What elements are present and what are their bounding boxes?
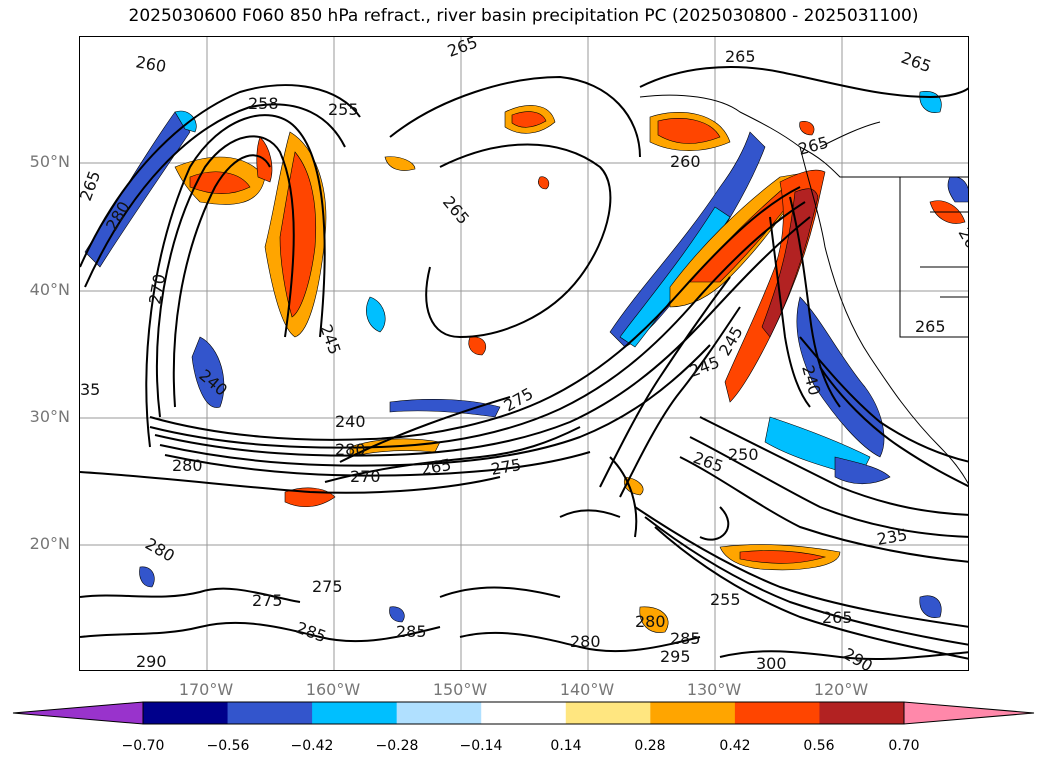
shaded-anomaly-fields bbox=[84, 91, 968, 633]
lon-label-130w: 130°W bbox=[686, 680, 742, 699]
contour-label: 275 bbox=[489, 455, 522, 479]
colorbar-tick: −0.70 bbox=[121, 738, 165, 754]
contour-label: 260 bbox=[134, 52, 167, 76]
contour-label: 265 bbox=[955, 225, 969, 261]
contour-label: 260 bbox=[670, 152, 701, 171]
contour-label: 245 bbox=[316, 322, 344, 357]
contour-label: 280 bbox=[142, 534, 178, 566]
contour-label: 265 bbox=[796, 133, 830, 159]
colorbar-tick: −0.42 bbox=[290, 738, 334, 754]
contour-label: 290 bbox=[840, 644, 876, 671]
colorbar-tick: 0.42 bbox=[719, 738, 751, 754]
contour-label: 265 bbox=[419, 455, 452, 479]
lat-label-50n: 50°N bbox=[29, 152, 70, 171]
colorbar-tick: 0.56 bbox=[803, 738, 835, 754]
lat-label-30n: 30°N bbox=[29, 407, 70, 426]
refractivity-contours bbox=[80, 66, 968, 661]
colorbar-tick: −0.14 bbox=[459, 738, 503, 754]
colorbar-tick: 0.70 bbox=[888, 738, 920, 754]
contour-label: 290 bbox=[136, 652, 167, 671]
colorbar-segment bbox=[143, 702, 229, 724]
contour-label: 280 bbox=[172, 456, 203, 475]
contour-label: 265 bbox=[725, 47, 756, 66]
contour-label: 240 bbox=[335, 412, 366, 431]
lon-label-150w: 150°W bbox=[432, 680, 488, 699]
lat-label-20n: 20°N bbox=[29, 534, 70, 553]
colorbar-segment bbox=[312, 702, 398, 724]
contour-label: 265 bbox=[822, 608, 853, 627]
colorbar-segment bbox=[565, 702, 651, 724]
colorbar-segment bbox=[227, 702, 313, 724]
contour-label: 265 bbox=[899, 48, 934, 76]
lon-label-120w: 120°W bbox=[813, 680, 869, 699]
colorbar-tick: 0.14 bbox=[550, 738, 582, 754]
colorbar-segments bbox=[13, 702, 1034, 724]
colorbar-extend-low bbox=[13, 702, 143, 724]
contour-label: 275 bbox=[312, 577, 343, 596]
colorbar-tick: −0.56 bbox=[206, 738, 250, 754]
contour-label: 255 bbox=[710, 590, 741, 609]
contour-label: 270 bbox=[350, 467, 381, 486]
contour-label: 275 bbox=[252, 591, 283, 610]
colorbar-extend-high bbox=[904, 702, 1034, 724]
map-title: 2025030600 F060 850 hPa refract., river … bbox=[128, 6, 919, 26]
contour-label: 285 bbox=[670, 629, 701, 648]
contour-label: 285 bbox=[294, 618, 329, 646]
contour-label: 265 bbox=[80, 168, 104, 203]
colorbar-tick: −0.28 bbox=[375, 738, 419, 754]
colorbar-segment bbox=[481, 702, 567, 724]
contour-label: 255 bbox=[328, 100, 359, 119]
colorbar-segment bbox=[650, 702, 736, 724]
colorbar-tick: 0.28 bbox=[634, 738, 666, 754]
contour-label: 280 bbox=[570, 632, 601, 651]
contour-label: 300 bbox=[756, 654, 787, 671]
contour-label: 270 bbox=[145, 272, 169, 305]
contour-label: 245 bbox=[687, 352, 722, 380]
colorbar-segment bbox=[396, 702, 482, 724]
contour-label: 280 bbox=[635, 612, 666, 631]
contour-label: 265 bbox=[445, 37, 480, 61]
contour-label: 35 bbox=[80, 380, 100, 399]
contour-label: 265 bbox=[915, 317, 946, 336]
colorbar-segment bbox=[819, 702, 905, 724]
lat-label-40n: 40°N bbox=[29, 280, 70, 299]
contour-label: 285 bbox=[396, 622, 427, 641]
colorbar bbox=[12, 701, 1035, 725]
lon-label-170w: 170°W bbox=[178, 680, 234, 699]
map-panel: 260 265 255 265 265 265 280 258 260 265 … bbox=[79, 36, 969, 671]
contour-label: 250 bbox=[728, 445, 759, 464]
contour-label: 258 bbox=[248, 94, 279, 113]
contour-label: 295 bbox=[660, 647, 691, 666]
lon-label-160w: 160°W bbox=[305, 680, 361, 699]
contour-label: 280 bbox=[335, 440, 366, 459]
contour-label: 265 bbox=[439, 192, 473, 228]
lon-label-140w: 140°W bbox=[559, 680, 615, 699]
coastlines bbox=[639, 94, 968, 485]
map-canvas: 260 265 255 265 265 265 280 258 260 265 … bbox=[80, 37, 969, 671]
colorbar-segment bbox=[734, 702, 820, 724]
